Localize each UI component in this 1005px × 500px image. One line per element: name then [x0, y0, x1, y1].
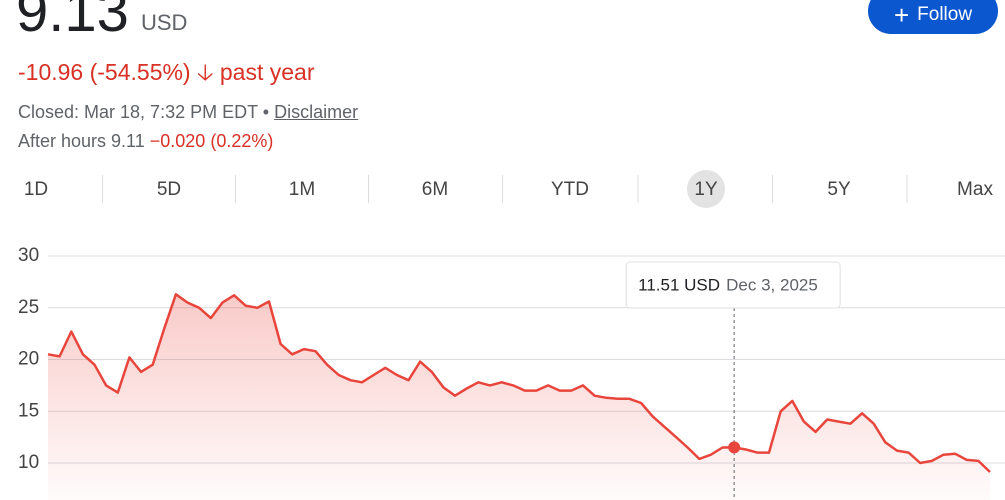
change-row: -10.96 (-54.55%) 🡣 past year: [18, 56, 315, 95]
period: past year: [219, 59, 315, 85]
follow-label: Follow: [917, 4, 973, 25]
hover-point: [728, 441, 741, 454]
range-tab[interactable]: YTD: [551, 179, 589, 200]
range-tab[interactable]: 5Y: [827, 179, 851, 200]
range-tab[interactable]: 5D: [157, 179, 181, 200]
price-line: [47, 293, 991, 473]
closed: Closed: Mar 18, 7:32 PM EDT: [18, 102, 258, 122]
change: -10.96 (-54.55%): [18, 59, 191, 85]
separator: •: [262, 102, 270, 122]
selected-range-bg: [687, 170, 725, 208]
y-tick-label: 15: [18, 400, 39, 421]
range-tab[interactable]: 6M: [422, 179, 448, 200]
price: 9.13: [16, 0, 129, 44]
range-tab[interactable]: 1M: [289, 179, 315, 200]
range-tab[interactable]: 1D: [24, 179, 48, 200]
plus-icon: +: [893, 0, 910, 30]
y-tick-label: 20: [18, 349, 39, 370]
tooltip-box: [625, 261, 841, 309]
closed-row: Closed: Mar 18, 7:32 PM EDT • Disclaimer: [18, 102, 358, 123]
follow-button[interactable]: + Follow: [868, 0, 998, 34]
y-tick-label: 25: [18, 297, 39, 318]
after-hours: After hours 9.11: [18, 131, 145, 151]
after-hours-change: −0.020 (0.22%): [149, 131, 274, 151]
tooltip-price: 11.51 USD: [638, 275, 720, 294]
tooltip-date: Dec 3, 2025: [726, 275, 818, 294]
range-tab[interactable]: 1Y: [694, 179, 718, 200]
range-tab[interactable]: Max: [957, 179, 993, 200]
down-arrow: 🡣: [196, 59, 214, 85]
y-tick-label: 10: [18, 452, 39, 473]
y-tick-label: 30: [18, 245, 39, 266]
currency: USD: [141, 10, 188, 35]
disclaimer[interactable]: Disclaimer: [274, 102, 359, 122]
after-hours-row: After hours 9.11 −0.020 (0.22%): [18, 131, 273, 152]
price-area: [48, 294, 990, 500]
